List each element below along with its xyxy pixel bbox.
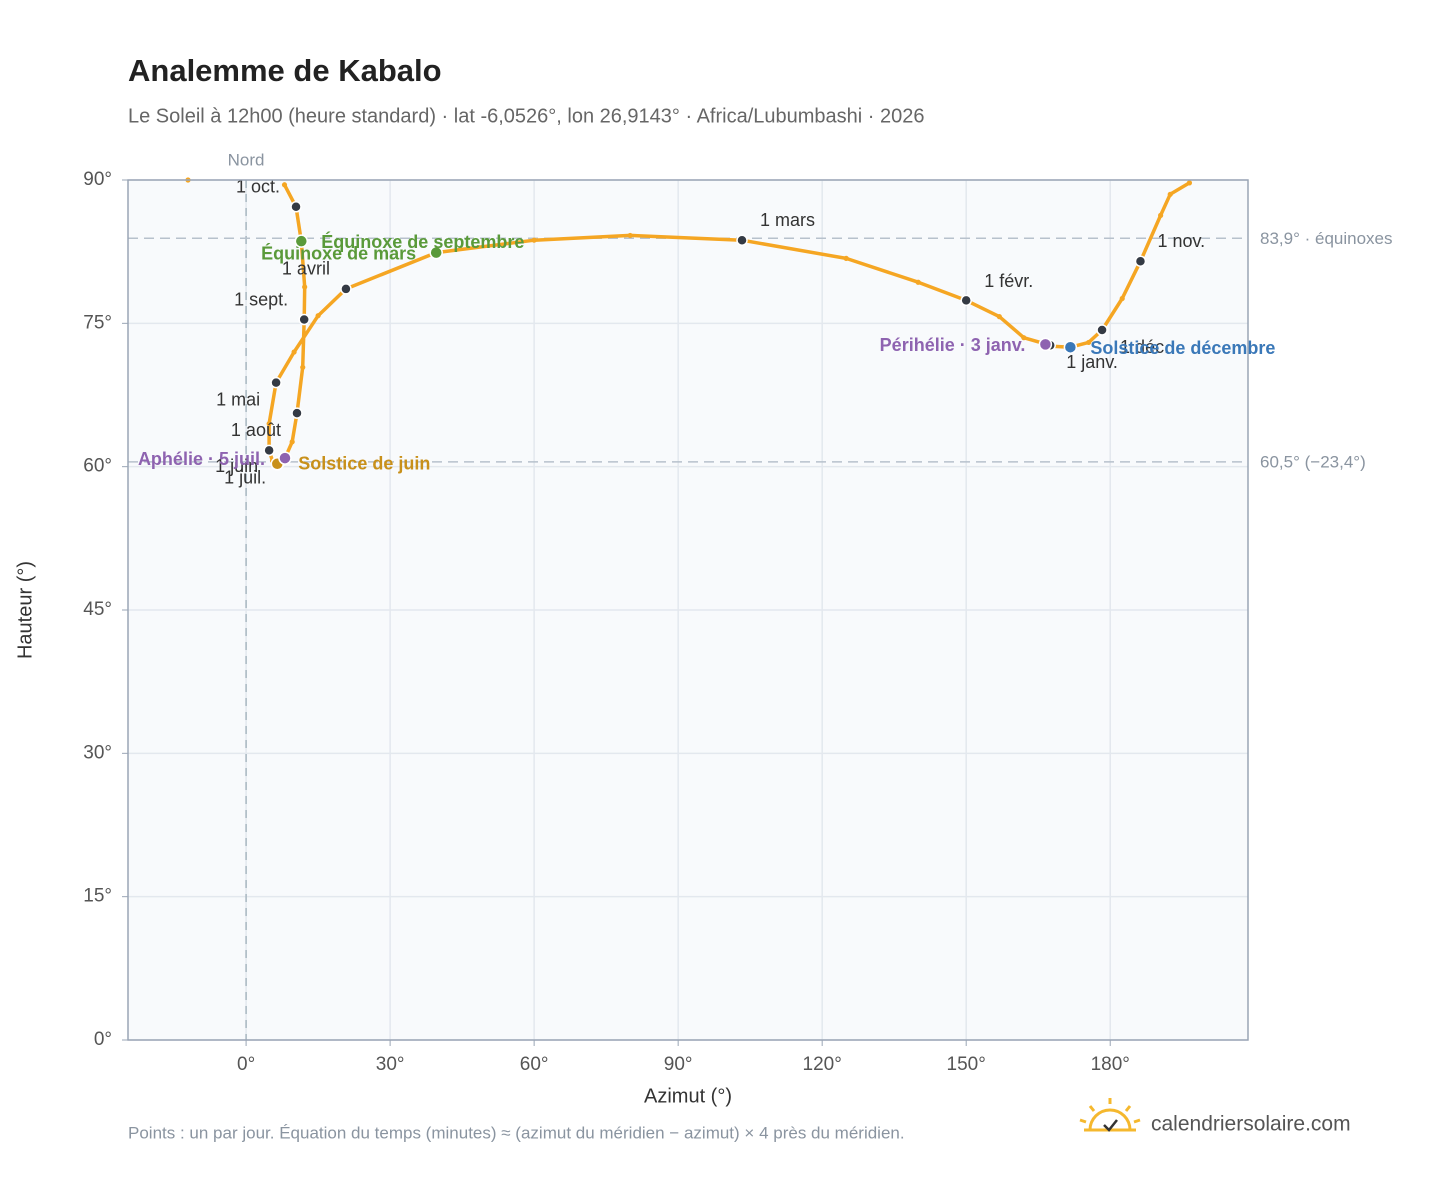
brand-name: calendriersolaire.com — [1151, 1113, 1351, 1136]
month-label: 1 janv. — [1066, 352, 1118, 372]
month-point — [1134, 255, 1147, 267]
month-point — [298, 313, 310, 326]
y-tick-label: 75° — [83, 312, 112, 333]
day-point — [1167, 191, 1173, 197]
x-axis-title: Azimut (°) — [644, 1085, 732, 1107]
month-label: 1 févr. — [984, 271, 1033, 291]
event-label: Aphélie · 5 juil. — [138, 449, 265, 469]
x-tick-label: 90° — [664, 1054, 693, 1075]
event-point — [294, 234, 309, 248]
day-point — [302, 284, 308, 290]
month-point — [340, 283, 352, 295]
y-axis-title: Hauteur (°) — [14, 561, 36, 659]
x-tick-label: 150° — [947, 1054, 986, 1075]
day-point — [1086, 339, 1092, 346]
month-point — [270, 376, 282, 389]
day-point — [996, 314, 1002, 320]
month-point — [263, 444, 275, 457]
event-point — [278, 451, 292, 465]
month-label: 1 avril — [282, 259, 330, 279]
chart-subtitle: Le Soleil à 12h00 (heure standard) · lat… — [128, 105, 925, 127]
month-label: 1 mars — [760, 210, 815, 230]
month-label: 1 déc. — [1120, 337, 1169, 357]
x-tick-label: 120° — [803, 1054, 842, 1075]
y-tick-label: 15° — [83, 886, 112, 907]
x-tick-label: 60° — [520, 1054, 549, 1075]
y-tick-label: 30° — [83, 742, 112, 763]
y-tick-label: 45° — [83, 599, 112, 620]
day-point — [1021, 335, 1027, 341]
month-label: 1 juil. — [224, 468, 266, 488]
footnote: Points : un par jour. Équation du temps … — [128, 1123, 905, 1142]
event-point — [429, 245, 443, 260]
reference-label: 83,9° · équinoxes — [1260, 229, 1393, 248]
month-label: 1 mai — [216, 389, 260, 409]
y-tick-label: 0° — [94, 1029, 112, 1050]
day-point — [315, 313, 321, 319]
day-point — [627, 232, 633, 239]
month-label: 1 nov. — [1157, 231, 1205, 251]
day-point — [281, 182, 288, 188]
month-label: 1 juin — [215, 456, 258, 476]
month-point — [291, 407, 303, 419]
x-tick-label: 180° — [1091, 1054, 1130, 1075]
day-point — [1158, 212, 1164, 218]
day-point — [291, 349, 297, 355]
month-label: 1 oct. — [236, 177, 280, 197]
day-point — [531, 237, 537, 243]
day-point — [843, 255, 849, 261]
day-point — [266, 421, 272, 427]
x-tick-label: 30° — [376, 1054, 405, 1075]
month-label: 1 sept. — [234, 289, 288, 309]
event-point — [1038, 337, 1053, 352]
event-point — [1063, 340, 1078, 354]
day-point — [289, 439, 295, 445]
month-point — [290, 201, 302, 213]
event-label: Solstice de décembre — [1090, 338, 1275, 358]
chart-title: Analemme de Kabalo — [128, 53, 442, 88]
y-tick-label: 60° — [83, 456, 112, 477]
month-label: 1 août — [231, 420, 281, 440]
month-point — [736, 234, 748, 246]
event-label: Périhélie · 3 janv. — [880, 335, 1026, 355]
y-tick-label: 90° — [83, 169, 112, 190]
month-point — [960, 294, 972, 307]
analemma-path — [267, 183, 1051, 466]
day-point — [1186, 180, 1193, 186]
day-point — [915, 279, 921, 285]
reference-label: 60,5° (−23,4°) — [1260, 452, 1366, 471]
event-label: Solstice de juin — [298, 454, 430, 474]
month-point — [1096, 324, 1108, 336]
meridian-label: Nord — [228, 150, 265, 169]
x-tick-label: 0° — [237, 1054, 255, 1075]
brand-logo — [1079, 1098, 1141, 1132]
event-label: Équinoxe de septembre — [321, 231, 524, 252]
day-point — [300, 364, 306, 370]
day-point — [1119, 295, 1125, 302]
